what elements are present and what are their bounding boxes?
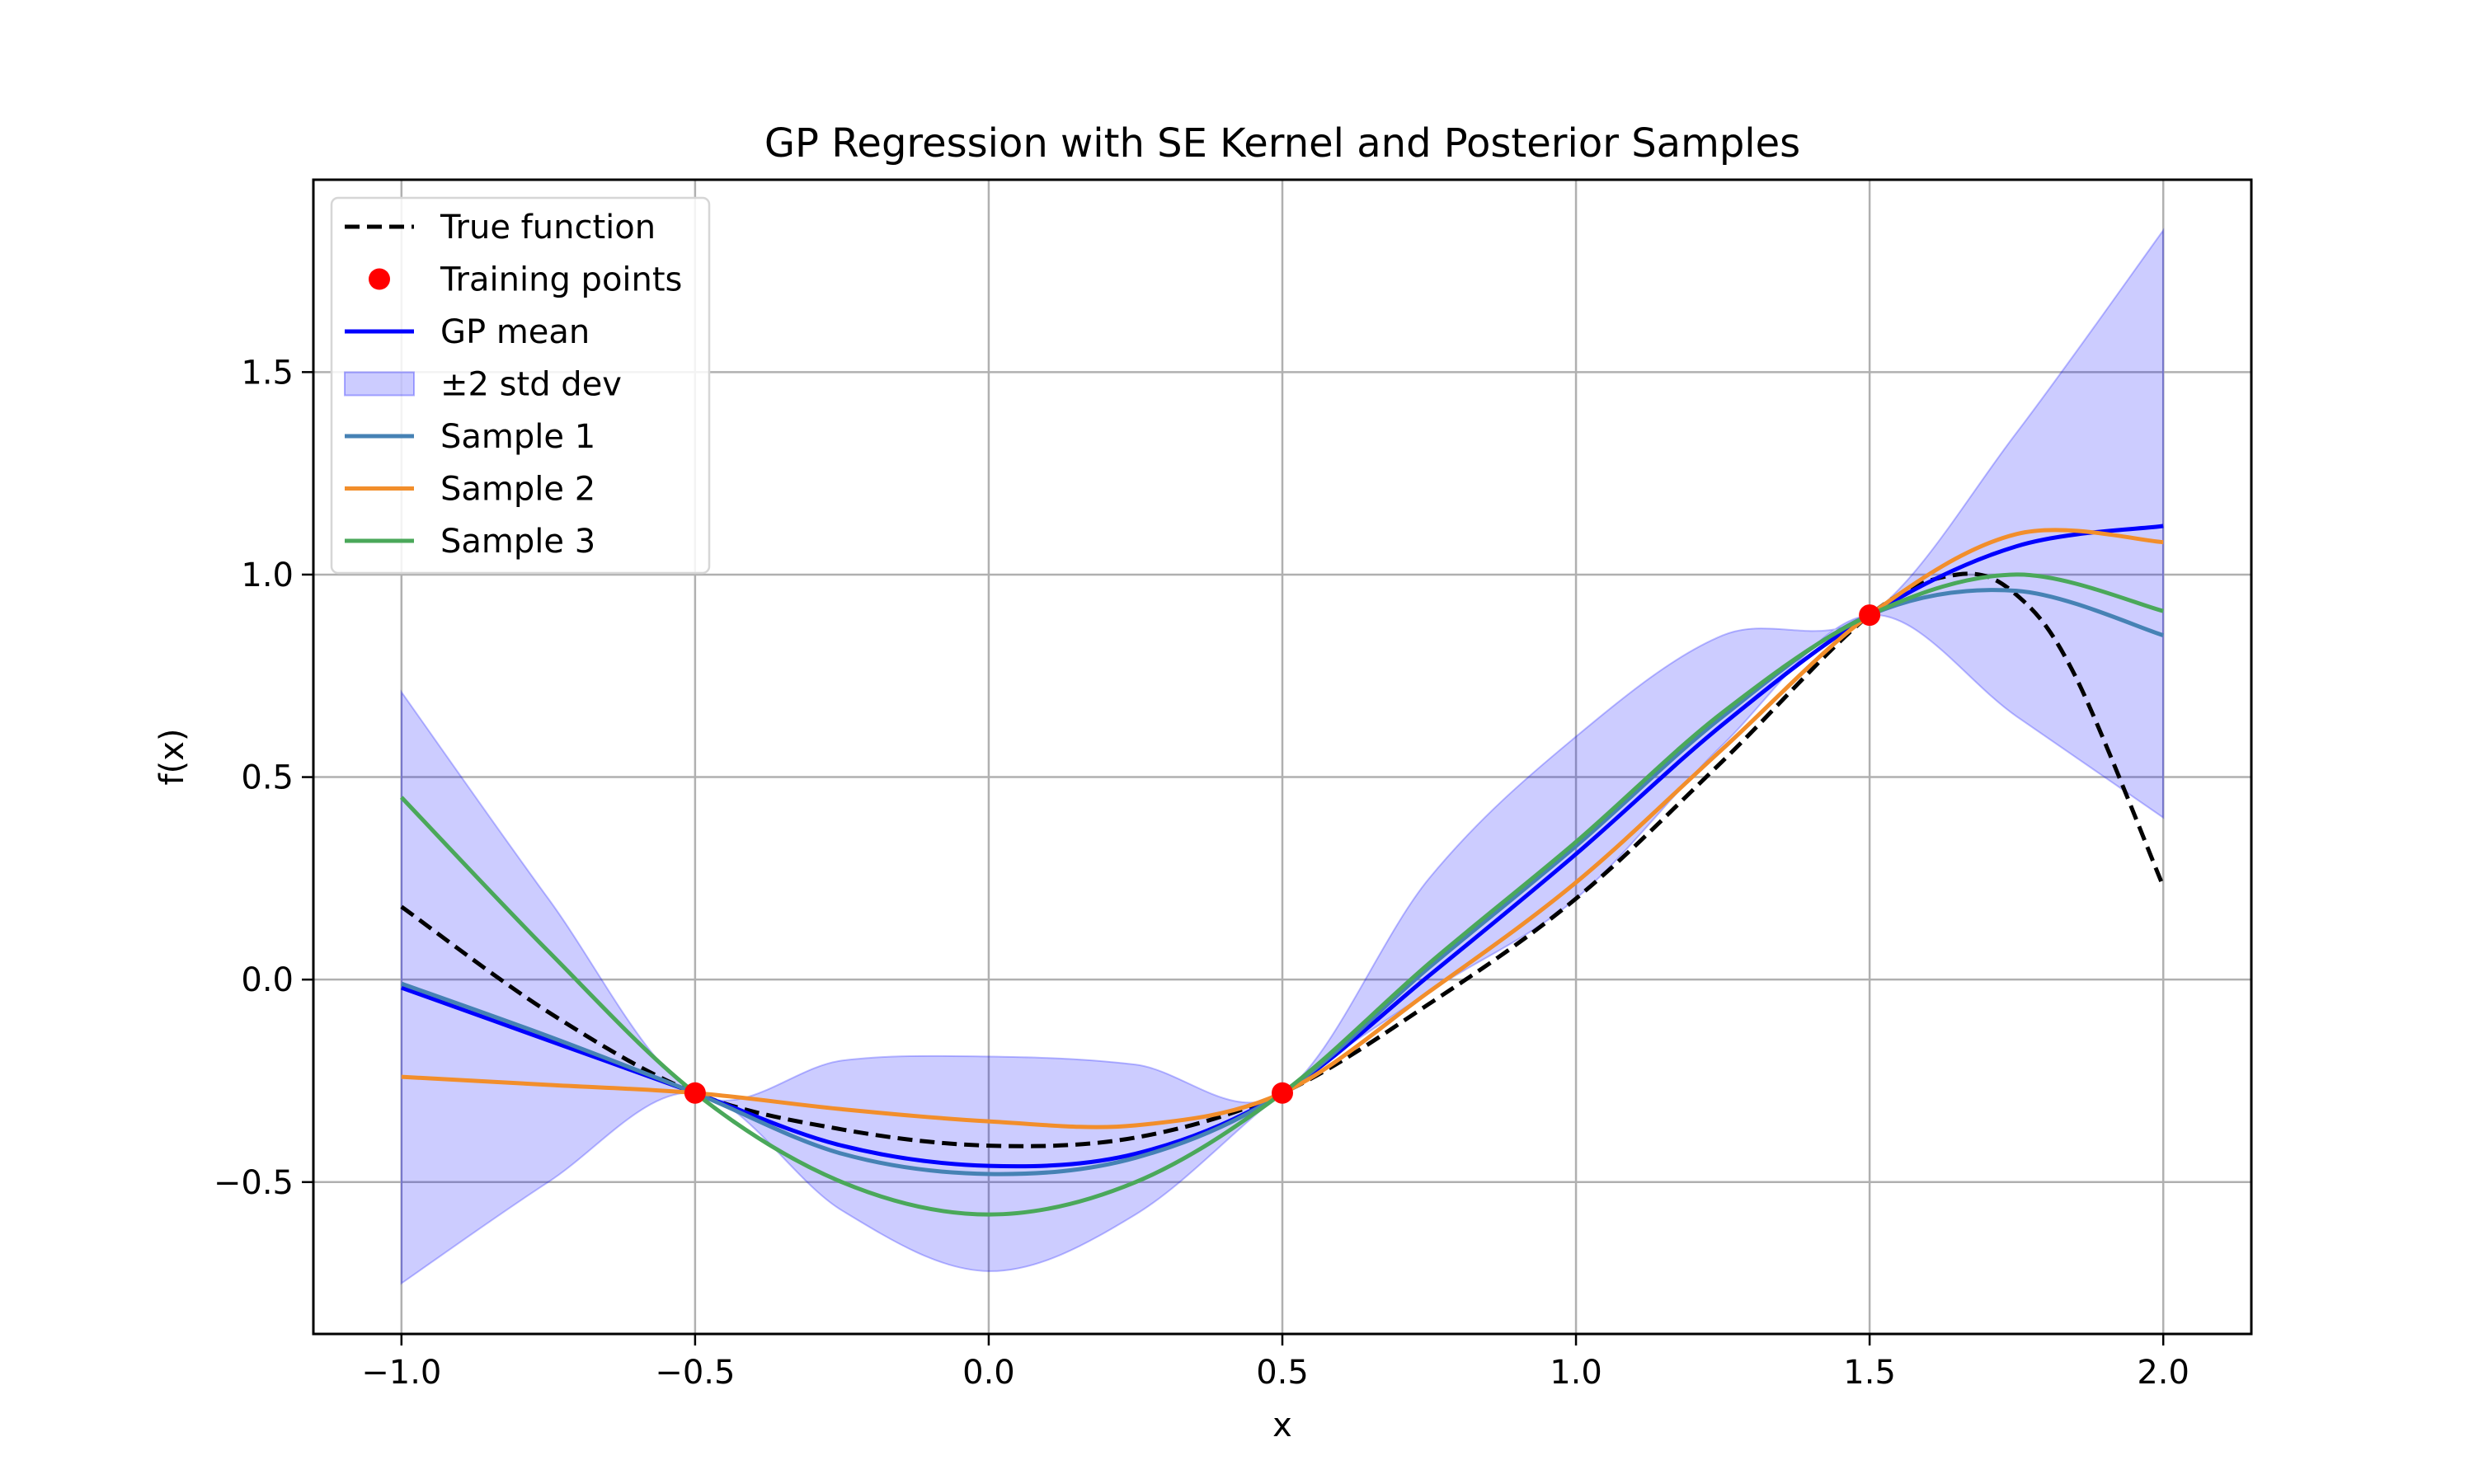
legend-label: Sample 1 [440,418,595,456]
y-tick-label: 1.0 [241,556,294,594]
x-axis-ticks: −1.0 −0.5 0.0 0.5 1.0 1.5 2.0 [361,1334,2189,1392]
y-tick-label: 0.5 [241,759,294,797]
legend-box [330,196,711,575]
x-tick-label: 0.5 [1256,1354,1309,1392]
x-tick-label: 2.0 [2137,1354,2189,1392]
legend-label: True function [440,209,656,247]
training-point [1272,1082,1293,1104]
x-tick-label: 1.5 [1843,1354,1896,1392]
legend-label: ±2 std dev [440,366,622,404]
legend: True function Training points GP mean ±2 st… [330,196,711,575]
legend-label: Sample 3 [440,523,595,561]
training-point [684,1082,706,1104]
confidence-band-layer [400,228,2165,1285]
x-axis-label: x [1272,1407,1292,1444]
legend-label: Sample 2 [440,471,595,509]
confidence-band [400,228,2165,1285]
legend-label: Training points [440,261,682,299]
legend-swatch [369,268,390,290]
y-tick-label: −0.5 [214,1164,294,1202]
training-points-layer [684,604,1881,1104]
y-axis-ticks: −0.5 0.0 0.5 1.0 1.5 [214,354,313,1202]
chart-title: GP Regression with SE Kernel and Posteri… [764,120,1800,167]
legend-label: GP mean [440,313,590,351]
x-tick-label: −0.5 [655,1354,735,1392]
training-point [1859,604,1881,627]
y-tick-label: 1.5 [241,354,294,392]
x-tick-label: 1.0 [1550,1354,1602,1392]
y-axis-label: f(x) [153,729,191,786]
x-tick-label: 0.0 [962,1354,1015,1392]
y-tick-label: 0.0 [241,961,294,999]
x-tick-label: −1.0 [361,1354,441,1392]
legend-swatch [344,371,415,397]
